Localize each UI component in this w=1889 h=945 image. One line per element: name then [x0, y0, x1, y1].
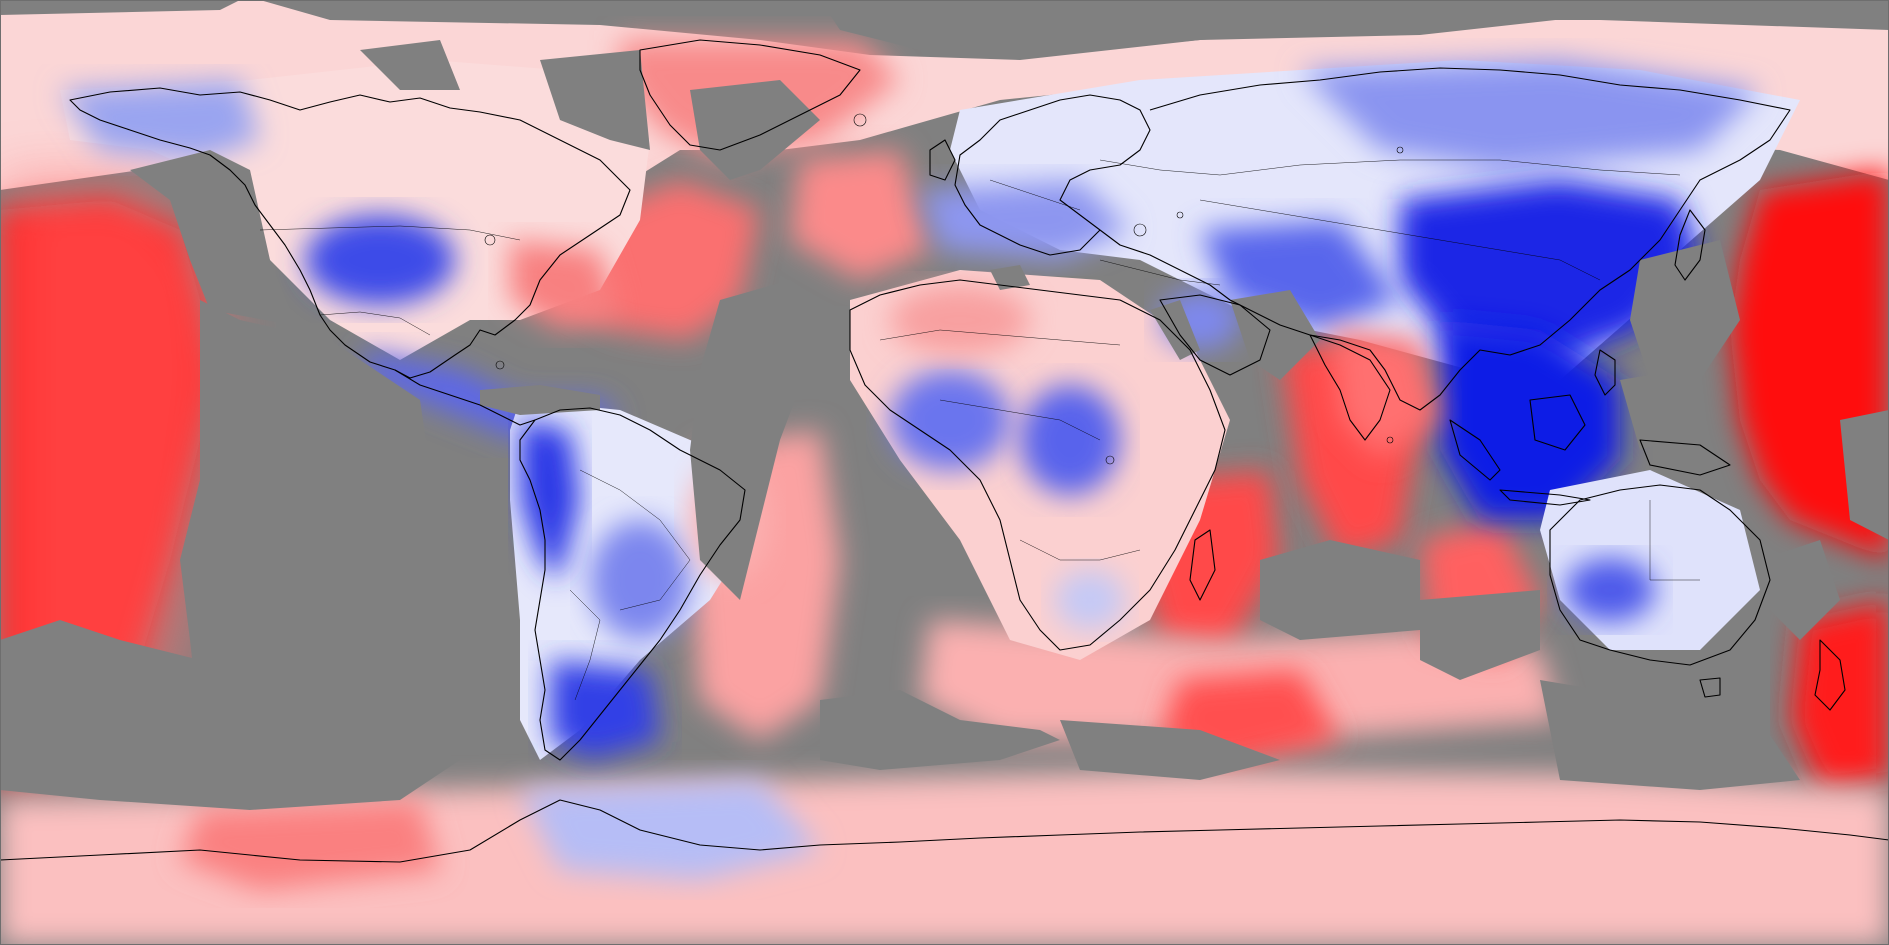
no-data-arctic-left: [0, 0, 240, 15]
border-africa-north: [879, 329, 1121, 346]
border-europe: [989, 179, 1081, 211]
border-russia: [1099, 159, 1681, 176]
no-data-caribbean: [480, 385, 600, 415]
coastline-asia: [1099, 67, 1791, 411]
island-iceland: [853, 113, 867, 127]
no-data-east-edge: [1840, 410, 1889, 540]
border-us-canada: [259, 225, 521, 241]
brazil-blue: [590, 520, 690, 640]
no-data-philippine-sea: [1630, 240, 1740, 380]
border-africa-south: [1019, 539, 1141, 561]
border-china: [1379, 229, 1601, 281]
no-data-southern-ocean-left: [1060, 720, 1280, 780]
no-data-arctic-atlantic: [820, 0, 1600, 55]
lake-caspian: [1133, 223, 1147, 237]
no-data-mediterranean: [990, 265, 1030, 290]
coastline-new-guinea: [1639, 439, 1731, 476]
new-zealand-red: [1790, 600, 1889, 790]
antarctica-west-pink: [180, 800, 440, 890]
south-africa-blue: [1055, 570, 1125, 630]
coastline-java: [1499, 489, 1591, 506]
border-argentina: [569, 589, 601, 701]
no-data-south-atlantic: [820, 690, 1060, 770]
lake-victoria: [1105, 455, 1115, 465]
border-central-asia: [1199, 199, 1381, 231]
southeast-asia-blue: [1440, 320, 1620, 520]
coastline-borneo: [1529, 394, 1586, 451]
coastline-tasmania: [1699, 677, 1721, 698]
coastline-north-america: [69, 87, 631, 379]
north-atlantic-east-red: [790, 150, 930, 280]
no-data-central-indian: [1260, 540, 1420, 640]
lake-baikal: [1396, 146, 1404, 154]
no-data-west-indian: [1230, 290, 1320, 380]
no-data-east-indonesia: [1620, 370, 1700, 450]
east-asia-blue: [1400, 180, 1700, 360]
border-middle-east: [1099, 259, 1221, 286]
coastline-central-america: [394, 369, 536, 426]
coastline-philippines: [1594, 349, 1616, 396]
border-africa-central: [939, 399, 1101, 441]
country-borders: [259, 159, 1700, 701]
coastline-africa: [849, 279, 1226, 651]
no-data-north-pacific: [130, 150, 320, 330]
sahara-red: [890, 285, 1030, 355]
alaska-blue: [60, 80, 260, 160]
lakes-and-islands: [484, 113, 1404, 465]
border-australia: [1649, 500, 1700, 581]
no-data-central-pacific: [180, 300, 470, 730]
antarctica-peninsula-blue: [520, 780, 820, 880]
australia-blue: [1565, 558, 1655, 622]
coastline-australia: [1549, 484, 1771, 666]
lake-aral: [1176, 211, 1184, 219]
patagonia-blue: [550, 660, 660, 760]
no-data-equatorial-atlantic: [690, 280, 820, 600]
border-brazil: [579, 469, 691, 611]
europe-blue: [920, 180, 1130, 260]
border-us-mexico: [319, 311, 431, 336]
no-data-tasman: [1760, 540, 1840, 640]
island-sri-lanka: [1386, 436, 1394, 444]
coastline-india: [1309, 334, 1391, 441]
no-data-south-indian: [1420, 590, 1540, 680]
coastline-britain: [929, 139, 956, 181]
coastline-arabia: [1159, 294, 1271, 376]
coastline-greenland: [639, 39, 861, 151]
coastline-europe: [954, 94, 1151, 256]
coastlines: [0, 39, 1889, 863]
coastline-madagascar: [1189, 529, 1216, 601]
us-blue-blob: [305, 215, 455, 305]
west-africa-blue: [890, 370, 1010, 470]
coastline-antarctica: [0, 799, 1889, 863]
andes-blue: [520, 420, 580, 580]
no-data-mask: [0, 0, 1889, 810]
coastline-sumatra: [1449, 419, 1501, 481]
island-cuba: [495, 360, 505, 370]
coastline-new-zealand: [1814, 639, 1846, 711]
coastline-south-america: [519, 407, 746, 761]
east-us-red: [510, 240, 620, 330]
no-data-hudson: [360, 40, 460, 90]
no-data-top-right: [1620, 0, 1889, 20]
no-data-southern-ocean-right: [1540, 680, 1800, 790]
central-africa-blue: [1020, 385, 1120, 495]
lake-great-lakes: [484, 234, 496, 246]
antarctica-field: [0, 770, 1889, 945]
no-data-mid-atlantic: [690, 80, 820, 180]
no-data-labrador: [540, 50, 650, 150]
india-red: [1330, 330, 1440, 460]
coastline-japan: [1674, 209, 1706, 281]
no-data-south-pacific-left: [0, 620, 460, 810]
